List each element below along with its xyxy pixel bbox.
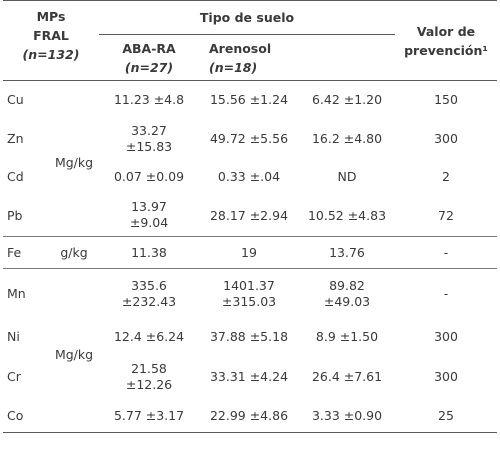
element-cell: Fe <box>7 245 22 260</box>
valor-cell: 300 <box>434 329 458 344</box>
table-row: Co 5.77 ±3.17 22.99 ±4.86 3.33 ±0.90 25 <box>3 399 497 433</box>
aba-cell: 33.31 ±4.24 <box>209 369 289 384</box>
aren-cell: 26.4 ±7.61 <box>311 369 383 384</box>
header-n-aba: (n=27) <box>124 59 174 75</box>
fral-cell: 11.38 <box>131 245 167 260</box>
fral-value: 13.97 <box>131 199 167 215</box>
fral-cell: 21.58 ±12.26 <box>99 355 199 399</box>
fral-cell: 13.97 ±9.04 <box>99 195 199 237</box>
aren-cell: 8.9 ±1.50 <box>315 329 379 344</box>
aren-cell: 89.82 ±49.03 <box>299 269 395 319</box>
valor-cell: 300 <box>434 369 458 384</box>
fral-value: 335.6 <box>131 277 167 293</box>
element-cell: Cu <box>7 92 24 108</box>
header-arenosol-cell: Arenosol (n=18) <box>199 35 299 81</box>
valor-cell: 150 <box>434 92 458 108</box>
table-row: Mn Mg/kg 335.6 ±232.43 1401.37 ±315.03 8… <box>3 269 497 362</box>
header-prevencion: prevención¹ <box>404 42 488 58</box>
aren-cell: 16.2 ±4.80 <box>311 131 383 146</box>
aba-cell: 28.17 ±2.94 <box>209 207 289 223</box>
aren-cell: 10.52 ±4.83 <box>307 207 387 223</box>
element-cell: Ni <box>7 329 20 344</box>
element-cell: Cd <box>7 169 24 184</box>
table-row: Cd 0.07 ±0.09 0.33 ±.04 ND 2 <box>3 159 497 195</box>
header-aba-ra-cell: ABA-RA (n=27) <box>99 35 199 81</box>
table-row: Zn 33.27 ±15.83 49.72 ±5.56 16.2 ±4.80 3… <box>3 119 497 159</box>
heavy-metals-table: MPs FRAL (n=132) Tipo de suelo Valor de … <box>3 0 497 433</box>
header-arenosol: Arenosol <box>209 40 272 56</box>
fral-cell: 33.27 ±15.83 <box>99 119 199 159</box>
aren-cell: 3.33 ±0.90 <box>311 407 383 423</box>
table-row: Pb 13.97 ±9.04 28.17 ±2.94 10.52 ±4.83 7… <box>3 195 497 237</box>
fral-sd: ±12.26 <box>125 376 173 392</box>
fral-cell: 12.4 ±6.24 <box>113 329 185 344</box>
valor-cell: - <box>443 245 449 260</box>
aren-cell: ND <box>337 169 357 184</box>
valor-cell: - <box>443 286 449 302</box>
table-row: Fe g/kg 11.38 19 13.76 - <box>3 236 497 269</box>
element-cell: Pb <box>7 207 23 223</box>
fral-cell: 335.6 ±232.43 <box>99 269 199 319</box>
unit-mgkg-bottom: Mg/kg <box>54 347 94 362</box>
aren-value: 89.82 <box>329 277 365 293</box>
header-n-aren: (n=18) <box>209 59 258 75</box>
header-aba-ra: ABA-RA <box>122 40 176 56</box>
header-valor-de: Valor de <box>416 23 476 39</box>
fral-value: 21.58 <box>131 360 167 376</box>
header-mps-fral: MPs FRAL (n=132) <box>3 1 99 81</box>
element-cell: Co <box>7 407 24 423</box>
table-row: Cu Mg/kg 11.23 ±4.8 15.56 ±1.24 6.42 ±1.… <box>3 80 497 170</box>
header-tipo-suelo: Tipo de suelo <box>99 0 395 35</box>
fral-value: 33.27 <box>131 122 167 138</box>
valor-cell: 25 <box>438 407 454 423</box>
aren-cell: 13.76 <box>329 245 365 260</box>
element-cell: Mn <box>7 286 26 302</box>
element-cell: Cr <box>7 369 21 384</box>
table-row: Cr 21.58 ±12.26 33.31 ±4.24 26.4 ±7.61 3… <box>3 355 497 399</box>
table-row: Ni 12.4 ±6.24 37.88 ±5.18 8.9 ±1.50 300 <box>3 319 497 355</box>
aba-cell: 0.33 ±.04 <box>217 169 281 184</box>
aren-sd: ±49.03 <box>323 293 371 309</box>
aba-cell: 22.99 ±4.86 <box>209 407 289 423</box>
header-empty <box>299 35 395 81</box>
aba-cell: 19 <box>241 245 257 260</box>
aba-value: 1401.37 <box>223 277 275 293</box>
header-valor-prevencion: Valor de prevención¹ <box>395 1 497 81</box>
aba-cell: 37.88 ±5.18 <box>209 329 289 344</box>
fral-cell: 5.77 ±3.17 <box>113 407 185 423</box>
element-cell: Zn <box>7 131 24 146</box>
aba-cell: 1401.37 ±315.03 <box>199 269 299 319</box>
aren-cell: 6.42 ±1.20 <box>311 92 383 108</box>
fral-sd: ±232.43 <box>121 293 177 309</box>
unit-gkg: g/kg <box>60 245 88 260</box>
aba-sd: ±315.03 <box>221 293 277 309</box>
header-n-fral: (n=132) <box>22 47 80 62</box>
aba-cell: 49.72 ±5.56 <box>209 131 289 146</box>
valor-cell: 72 <box>438 207 454 223</box>
fral-sd: ±15.83 <box>125 138 173 154</box>
fral-cell: 11.23 ±4.8 <box>113 92 185 108</box>
header-mps: MPs <box>36 9 66 24</box>
header-fral: FRAL <box>33 28 69 43</box>
fral-cell: 0.07 ±0.09 <box>113 169 185 184</box>
aba-cell: 15.56 ±1.24 <box>209 92 289 108</box>
valor-cell: 300 <box>434 131 458 146</box>
valor-cell: 2 <box>442 169 450 184</box>
unit-mgkg-top: Mg/kg <box>54 155 94 170</box>
fral-sd: ±9.04 <box>129 215 169 231</box>
